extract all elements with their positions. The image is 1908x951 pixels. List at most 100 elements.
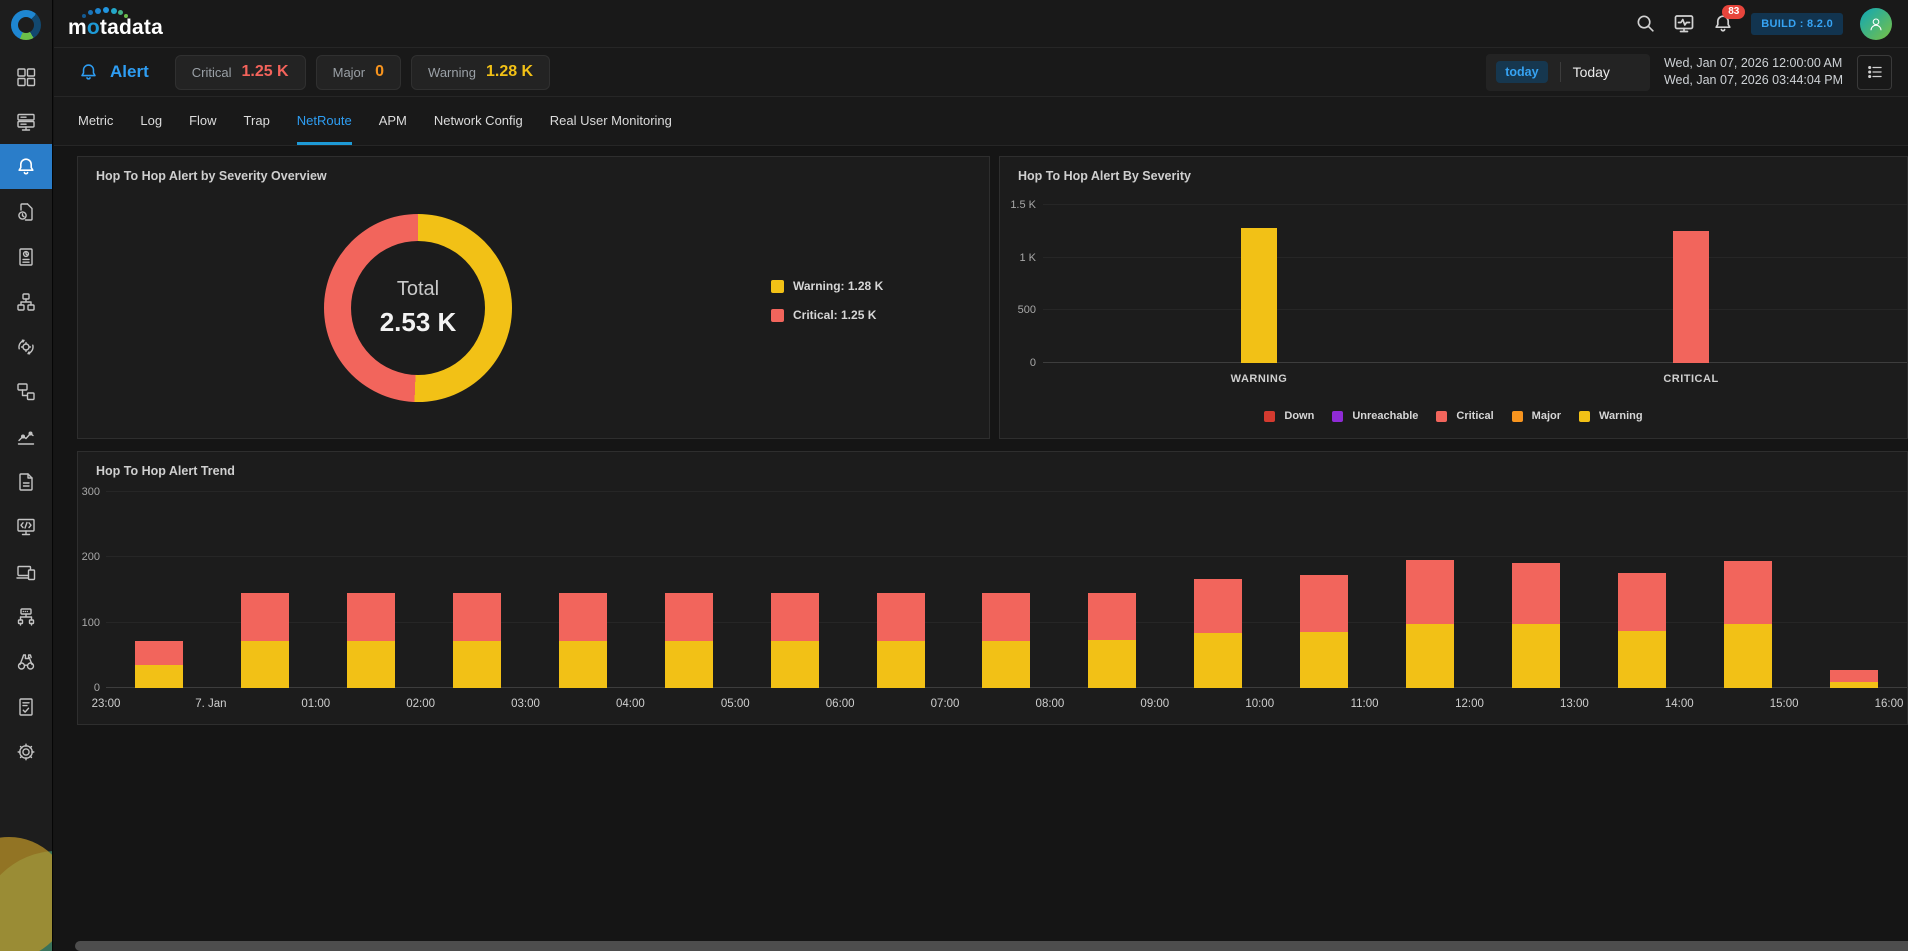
trend-stacked-bar[interactable] <box>1088 492 1137 688</box>
trend-bar-slot <box>318 492 424 688</box>
sidebar-item-discovery[interactable] <box>0 639 52 684</box>
sidebar-item-devices[interactable] <box>0 549 52 594</box>
donut-legend-item-warning[interactable]: Warning: 1.28 K <box>771 279 883 293</box>
sidebar-item-topology[interactable] <box>0 279 52 324</box>
trend-segment-critical <box>1830 670 1879 683</box>
time-preset-chip: today <box>1496 61 1548 83</box>
panel-alert-trend: Hop To Hop Alert Trend 0 100 200 300 23:00 7… <box>77 451 1908 725</box>
trend-bar-slot <box>1483 492 1589 688</box>
trend-segment-warning <box>770 640 819 688</box>
sidebar-item-workflow[interactable] <box>0 369 52 414</box>
sidebar-item-script-monitor[interactable] <box>0 504 52 549</box>
trend-stacked-bar[interactable] <box>134 492 183 688</box>
trend-segment-critical <box>982 593 1031 641</box>
trend-stacked-bar[interactable] <box>1724 492 1773 688</box>
tab-network-config[interactable]: Network Config <box>433 113 523 128</box>
y-tick-label: 1 K <box>1019 251 1036 264</box>
trend-stacked-bar[interactable] <box>240 492 289 688</box>
y-tick-label: 0 <box>1029 357 1036 369</box>
sidebar-item-metric-explorer[interactable] <box>0 414 52 459</box>
trend-stacked-bar[interactable] <box>1406 492 1455 688</box>
sidebar-item-settings[interactable] <box>0 729 52 774</box>
gridline-1.5 K <box>1043 204 1907 205</box>
sidebar-item-reports[interactable] <box>0 234 52 279</box>
trend-stacked-bar[interactable] <box>664 492 713 688</box>
horizontal-scrollbar[interactable] <box>75 941 1908 951</box>
trend-stacked-bar[interactable] <box>982 492 1031 688</box>
sidebar-item-network[interactable] <box>0 594 52 639</box>
trend-segment-critical <box>1724 561 1773 624</box>
trend-stacked-bar[interactable] <box>346 492 395 688</box>
legend-label: Unreachable <box>1352 410 1419 422</box>
severity-donut-chart[interactable]: Total 2.53 K <box>324 214 512 402</box>
y-tick-label: 500 <box>1017 304 1036 317</box>
trend-stacked-bar[interactable] <box>770 492 819 688</box>
trend-stacked-bar[interactable] <box>1618 492 1667 688</box>
tab-flow[interactable]: Flow <box>189 113 217 128</box>
motadata-logo-mark-icon[interactable] <box>11 10 41 40</box>
bar-warning[interactable] <box>1241 228 1277 363</box>
tab-real-user-monitoring[interactable]: Real User Monitoring <box>549 113 672 128</box>
trend-stacked-bar[interactable] <box>1830 492 1879 688</box>
legend-label: Down <box>1284 410 1315 422</box>
sidebar-item-automation[interactable] <box>0 324 52 369</box>
gridline-1 K <box>1043 256 1907 258</box>
trend-stacked-bar[interactable] <box>1300 492 1349 688</box>
tab-metric[interactable]: Metric <box>78 113 114 128</box>
page-title: Alert <box>110 62 149 81</box>
donut-legend-item-critical[interactable]: Critical: 1.25 K <box>771 308 883 322</box>
sidebar-item-infrastructure[interactable] <box>0 99 52 144</box>
alert-source-tabs: Metric Log Flow Trap NetRoute APM Network Conf… <box>54 97 1908 146</box>
bar-critical[interactable] <box>1673 231 1709 363</box>
trend-stacked-bar[interactable] <box>1194 492 1243 688</box>
trend-bar-slot <box>1695 492 1801 688</box>
tab-netroute[interactable]: NetRoute <box>296 97 352 145</box>
sidebar-item-dashboard[interactable] <box>0 54 52 99</box>
tab-log[interactable]: Log <box>140 113 163 128</box>
trend-segment-warning <box>982 640 1031 688</box>
trend-stacked-bar[interactable] <box>558 492 607 688</box>
sidebar-item-alerts[interactable] <box>0 144 52 189</box>
monitor-activity-icon[interactable] <box>1673 13 1695 35</box>
severity-legend-item-down[interactable]: Down <box>1264 410 1314 422</box>
build-version-badge: BUILD : 8.2.0 <box>1751 12 1843 35</box>
severity-legend-item-warning[interactable]: Warning <box>1579 410 1643 422</box>
motadata-logo[interactable]: motadata <box>68 7 163 40</box>
legend-label: Critical <box>1456 410 1494 422</box>
legend-label: Warning: 1.28 K <box>793 279 884 293</box>
trend-stacked-bar[interactable] <box>1512 492 1561 688</box>
x-tick-label: 16:00 <box>1874 698 1904 710</box>
trend-segment-critical <box>1300 575 1349 632</box>
legend-label: Major <box>1531 410 1562 422</box>
user-avatar[interactable] <box>1860 7 1892 40</box>
time-range-picker[interactable]: today Today <box>1486 53 1650 91</box>
panel-title: Hop To Hop Alert by Severity Overview <box>96 169 327 183</box>
severity-badge-warning[interactable]: Warning 1.28 K <box>411 54 551 90</box>
severity-legend-item-major[interactable]: Major <box>1511 410 1562 422</box>
sidebar-item-compliance[interactable] <box>0 684 52 729</box>
file-clock-icon <box>15 201 37 223</box>
x-tick-label: 09:00 <box>1140 698 1170 710</box>
x-tick-label: 12:00 <box>1455 698 1484 710</box>
trend-bar-slot <box>1165 492 1271 688</box>
legend-swatch <box>1511 410 1523 422</box>
trend-segment-critical <box>1088 593 1137 641</box>
severity-legend-item-unreachable[interactable]: Unreachable <box>1332 410 1418 422</box>
search-icon[interactable] <box>1635 13 1656 34</box>
sidebar-item-scheduled-jobs[interactable] <box>0 189 52 234</box>
severity-badge-critical[interactable]: Critical 1.25 K <box>174 54 306 90</box>
tab-apm[interactable]: APM <box>378 113 407 128</box>
tab-trap[interactable]: Trap <box>243 113 270 128</box>
logo-dots-icon <box>68 7 138 19</box>
trend-bar-slot <box>636 492 742 688</box>
severity-badge-major[interactable]: Major 0 <box>315 54 402 90</box>
x-tick-label: 13:00 <box>1559 698 1589 710</box>
severity-legend-item-critical[interactable]: Critical <box>1436 410 1494 422</box>
trend-stacked-bar[interactable] <box>452 492 501 688</box>
severity-badge-value: 0 <box>375 63 385 80</box>
trend-stacked-bar[interactable] <box>876 492 925 688</box>
trend-chart-x-axis: 23:00 7. Jan 01:00 02:00 03:00 04:00 05:00 06:0… <box>92 698 1904 714</box>
sidebar-item-log-explorer[interactable] <box>0 459 52 504</box>
notifications-bell-icon[interactable]: 83 <box>1712 4 1746 35</box>
alert-list-view-button[interactable] <box>1857 54 1892 90</box>
